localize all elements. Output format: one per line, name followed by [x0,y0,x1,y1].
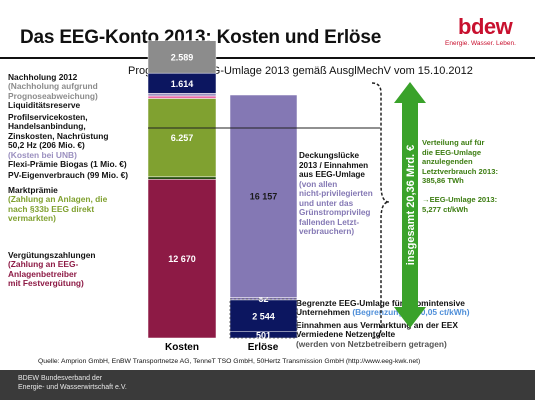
bar-value-label-0: 12 670 [168,254,196,264]
bar-value-label-6: 2.589 [171,52,194,62]
label-marktpraemie: Marktprämie (Zahlung an Anlagen, die nac… [8,185,108,224]
logo-tagline: Energie. Wasser. Leben. [445,40,516,47]
bar-segment-6 [147,40,217,74]
label-vermarktung: Einnahmen aus Vermarktung an der EEX Ver… [296,320,458,349]
category-label-erloese: Erlöse [248,342,279,353]
footer-text: BDEW Bundesverband der Energie- und Wass… [18,375,127,391]
label-eeg-umlage: →EEG-Umlage 2013: 5,277 ct/kWh [422,195,498,214]
bar-value-label-2: 6.257 [171,133,194,143]
label-nachholung: Nachholung 2012 (Nachholung aufgrund Pro… [8,72,98,101]
label-pv: PV-Eigenverbrauch (99 Mio. €) [8,170,129,180]
label-verteilung: Verteilung auf für die EEG-Umlage anzule… [422,138,498,186]
total-arrow-label: insgesamt 20,36 Mrd. € [405,145,417,265]
title-divider [0,57,535,59]
bar-segment-1 [147,176,217,180]
total-bracket [371,82,390,339]
label-deckungsluecke: Deckungslücke 2013 / Einnahmen aus EEG-U… [299,151,373,236]
bar-value-label-8: 2 544 [252,311,275,321]
bar-segment-10 [229,94,298,298]
bdew-logo: bdew [458,14,513,39]
label-liquiditaet: Liquiditätsreserve [8,100,81,110]
bar-value-label-7: 501 [256,330,271,340]
erloese-bottom-outline [229,298,298,339]
source-note: Quelle: Amprion GmbH, EnBW Transportnetz… [38,358,421,365]
bar-segment-4 [147,93,217,97]
label-flexi: Flexi-Prämie Biogas (1 Mio. €) [8,159,127,169]
category-label-kosten: Kosten [165,342,199,353]
bar-segment-8 [229,299,298,332]
bar-value-label-5: 1.614 [171,79,194,89]
bar-value-label-10: 16 157 [250,192,278,202]
label-verguetung: Vergütungszahlungen (Zahlung an EEG- Anl… [8,250,96,289]
label-profilservice: Profilservicekosten, Handelsanbindung, Z… [8,112,109,160]
page-title: Das EEG-Konto 2013: Kosten und Erlöse [20,27,382,48]
bar-segment-3 [147,95,217,99]
footer-bar [0,370,535,400]
total-arrow [394,82,426,328]
